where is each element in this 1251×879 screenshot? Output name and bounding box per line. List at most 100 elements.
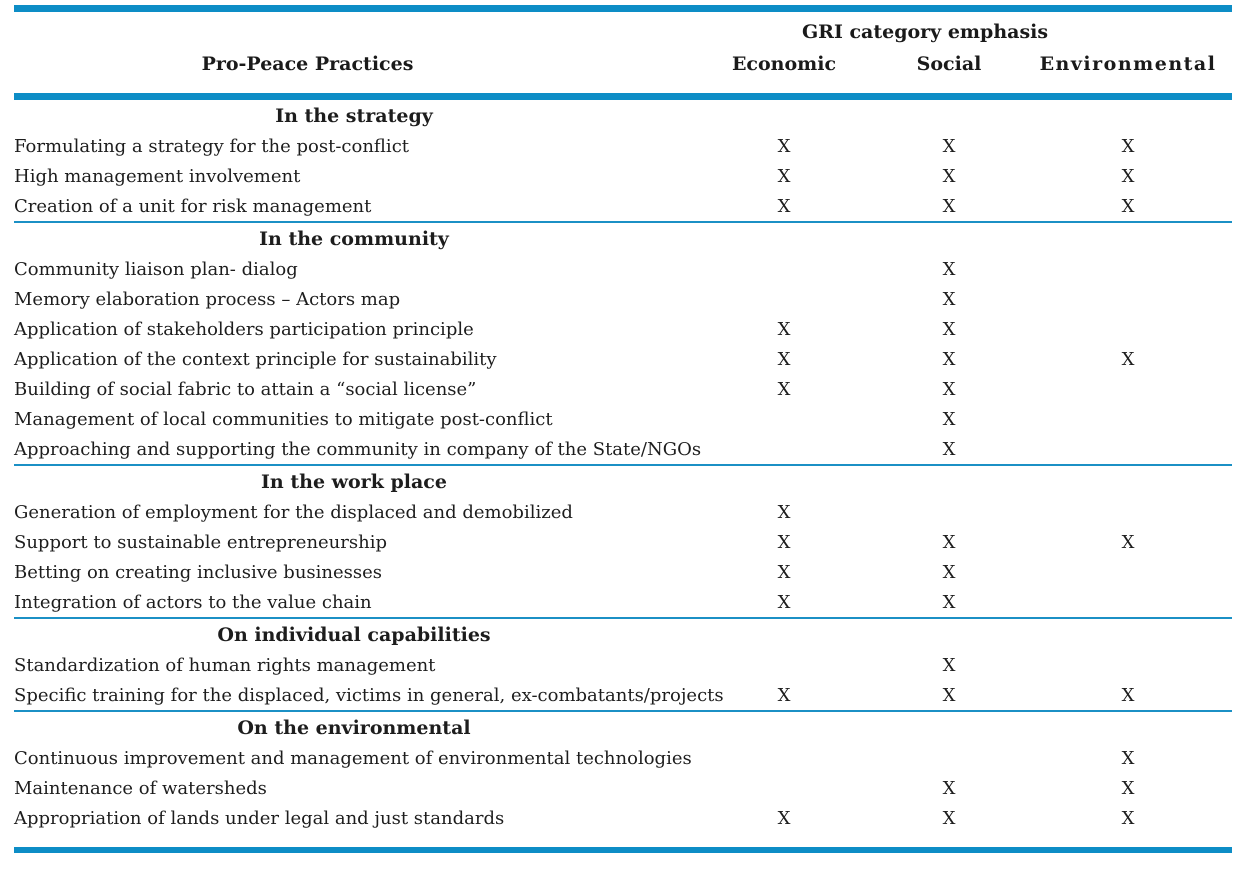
practice-cell: Integration of actors to the value chain [14,591,372,613]
bottom-rule [14,847,1232,853]
practice-cell: Community liaison plan- dialog [14,258,298,280]
table-row: Standardization of human rights manageme… [14,650,1232,680]
section-title: In the community [259,227,449,250]
col-header-environmental: Environmental [1024,47,1233,100]
practice-cell: Generation of employment for the displac… [14,501,573,523]
table-row: Maintenance of watersheds X X [14,773,1232,803]
environmental-mark-cell: X [1121,807,1135,829]
practice-cell: Support to sustainable entrepreneurship [14,531,387,553]
section-title-cell: On individual capabilities [14,617,1233,650]
section-row: On the environmental [14,710,1233,743]
environmental-mark-cell [1024,587,1232,618]
social-mark-cell: X [942,408,956,430]
practice-cell: Specific training for the displaced, vic… [14,684,724,706]
table-row: Application of stakeholders participatio… [14,314,1232,344]
table-row: Approaching and supporting the community… [14,434,1232,465]
table-row: Creation of a unit for risk management X X… [14,191,1232,222]
economic-mark-cell: X [777,561,791,583]
environmental-mark-cell [1024,650,1232,680]
economic-mark-cell [694,773,874,803]
environmental-mark-cell [1024,557,1232,587]
economic-mark-cell: X [777,531,791,553]
economic-mark-cell: X [777,591,791,613]
economic-mark-cell [694,434,874,465]
table-row: Specific training for the displaced, vic… [14,680,1232,711]
environmental-mark-cell: X [1121,684,1135,706]
table-row: Appropriation of lands under legal and j… [14,803,1232,833]
economic-mark-cell: X [777,318,791,340]
practice-cell: Maintenance of watersheds [14,777,267,799]
economic-mark-cell [694,650,874,680]
section-title-cell: In the work place [14,464,1233,497]
social-mark-cell [874,743,1024,773]
social-mark-cell: X [942,777,956,799]
col-header-social: Social [874,47,1024,100]
practice-cell: Approaching and supporting the community… [14,438,702,460]
table-row: Building of social fabric to attain a “s… [14,374,1232,404]
group-header: GRI category emphasis [801,20,1049,43]
economic-mark-cell: X [777,684,791,706]
section-row: In the strategy [14,97,1232,132]
environmental-mark-cell [1024,404,1232,434]
section-title: In the work place [261,470,447,493]
environmental-mark-cell [1024,497,1232,527]
table-row: Continuous improvement and management of… [14,743,1232,773]
section-title: On individual capabilities [217,623,491,646]
social-mark-cell: X [942,561,956,583]
table-row: Management of local communities to mitig… [14,404,1232,434]
social-mark-cell: X [942,258,956,280]
economic-mark-cell: X [777,348,791,370]
section-row: In the community [14,221,1233,254]
environmental-mark-cell: X [1121,165,1135,187]
environmental-mark-cell: X [1121,777,1135,799]
practice-cell: Appropriation of lands under legal and j… [14,807,505,829]
practice-cell: Creation of a unit for risk management [14,195,372,217]
table-row: High management involvement X X X [14,161,1232,191]
practice-cell: Betting on creating inclusive businesses [14,561,383,583]
social-mark-cell: X [942,165,956,187]
group-header-row: GRI category emphasis [14,9,1232,48]
table-head: GRI category emphasis Pro-Peace Practice… [14,9,1233,100]
social-mark-cell: X [942,378,956,400]
environmental-mark-cell [1024,314,1232,344]
section-row: On individual capabilities [14,617,1233,650]
section-title: On the environmental [237,716,471,739]
practice-cell: Standardization of human rights manageme… [14,654,436,676]
economic-mark-cell [694,404,874,434]
social-mark-cell: X [942,531,956,553]
section-title-cell: In the strategy [14,97,1232,132]
gri-emphasis-table: GRI category emphasis Pro-Peace Practice… [14,5,1233,834]
section-title-cell: In the community [14,221,1233,254]
economic-mark-cell: X [777,501,791,523]
social-mark-cell: X [942,348,956,370]
social-mark-cell: X [942,591,956,613]
practice-cell: Management of local communities to mitig… [14,408,553,430]
social-mark-cell: X [942,318,956,340]
section-title-cell: On the environmental [14,710,1233,743]
environmental-mark-cell [1024,374,1232,404]
section-row: In the work place [14,464,1233,497]
column-header-row: Pro-Peace Practices Economic Social Enviro… [14,47,1233,100]
table-row: Application of the context principle for… [14,344,1232,374]
social-mark-cell: X [942,654,956,676]
page: GRI category emphasis Pro-Peace Practice… [14,5,1233,853]
practice-cell: Memory elaboration process – Actors map [14,288,401,310]
environmental-mark-cell: X [1121,747,1135,769]
social-mark-cell: X [942,135,956,157]
practice-cell: Formulating a strategy for the post-conf… [14,135,410,157]
practice-cell: Building of social fabric to attain a “s… [14,378,477,400]
environmental-mark-cell: X [1121,348,1135,370]
empty-header-cell [14,9,694,48]
social-mark-cell: X [942,195,956,217]
practice-cell: Application of stakeholders participatio… [14,318,474,340]
practice-cell: High management involvement [14,165,301,187]
economic-mark-cell: X [777,165,791,187]
practice-cell: Continuous improvement and management of… [14,747,692,769]
table-row: Formulating a strategy for the post-conf… [14,131,1232,161]
table-body: In the strategy Formulating a strategy fo… [14,97,1233,834]
environmental-mark-cell [1024,434,1232,465]
social-mark-cell: X [942,807,956,829]
economic-mark-cell: X [777,195,791,217]
social-mark-cell: X [942,288,956,310]
table-row: Support to sustainable entrepreneurship X… [14,527,1232,557]
